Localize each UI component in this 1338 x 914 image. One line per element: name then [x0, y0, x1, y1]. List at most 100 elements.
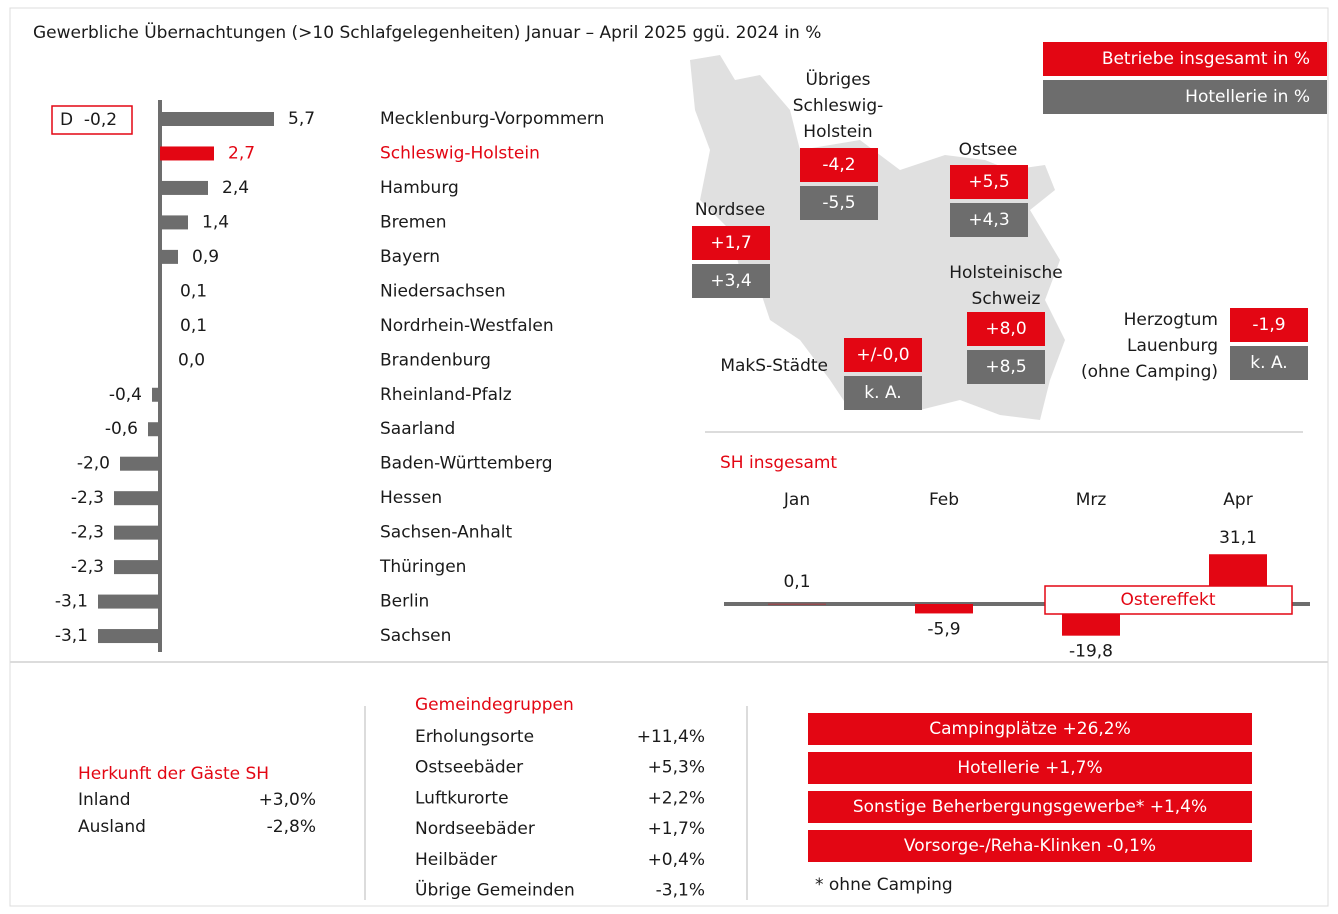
region-box: [1230, 346, 1308, 380]
region-box: [950, 203, 1028, 237]
region-box: [844, 338, 922, 372]
region-value: -1,9: [1252, 315, 1285, 335]
section-title: Gemeindegruppen: [415, 695, 574, 715]
x-tick-label: Apr: [1223, 490, 1252, 510]
bar: [768, 603, 826, 605]
region-name: Holstein: [803, 122, 872, 142]
annotation-box: [51, 105, 133, 135]
bar: [160, 112, 274, 126]
region-value: -4,2: [822, 155, 855, 175]
bar: [114, 525, 160, 540]
region-name: Holsteinische: [949, 263, 1063, 283]
category-label: Nordrhein-Westfalen: [380, 316, 554, 336]
row-value: -3,1%: [656, 881, 705, 901]
value-label: -2,0: [77, 454, 110, 474]
category-label: Rheinland-Pfalz: [380, 385, 512, 405]
value-label: 0,1: [783, 572, 810, 592]
row-label: Ostseebäder: [415, 758, 523, 778]
region-box: [800, 148, 878, 182]
region-value: +4,3: [968, 210, 1009, 230]
item-box: [808, 830, 1252, 862]
legend-box: [1043, 42, 1327, 76]
row-value: +1,7%: [648, 819, 705, 839]
bar: [120, 456, 160, 471]
region-box: [800, 186, 878, 220]
category-label: Hessen: [380, 488, 442, 508]
value-label: 0,9: [192, 247, 219, 267]
row-value: +0,4%: [648, 850, 705, 870]
value-label: -0,6: [105, 419, 138, 439]
value-label: 1,4: [202, 212, 229, 232]
region-box: [1230, 308, 1308, 342]
value-label: -2,3: [71, 488, 104, 508]
value-label: 31,1: [1219, 528, 1257, 548]
category-label: Niedersachsen: [380, 281, 506, 301]
category-label: Saarland: [380, 419, 455, 439]
row-label: Erholungsorte: [415, 727, 534, 747]
value-label: -2,3: [71, 557, 104, 577]
category-label: Baden-Württemberg: [380, 454, 553, 474]
category-label: Bremen: [380, 212, 447, 232]
bar: [160, 249, 178, 264]
region-box: [692, 226, 770, 260]
bar: [114, 560, 160, 575]
item-label: Vorsorge-/Reha-Klinken -0,1%: [904, 836, 1156, 856]
bar: [98, 629, 160, 644]
item-box: [808, 713, 1252, 745]
region-box: [967, 312, 1045, 346]
region-name: Herzogtum: [1124, 310, 1218, 330]
bar: [160, 180, 208, 195]
bar: [160, 318, 162, 333]
bar: [114, 491, 160, 506]
row-label: Nordseebäder: [415, 819, 535, 839]
region-name: Übriges: [805, 68, 870, 90]
category-label: Mecklenburg-Vorpommern: [380, 109, 604, 129]
value-label: 0,0: [178, 350, 205, 370]
region-box: [844, 376, 922, 410]
row-label: Heilbäder: [415, 850, 497, 870]
value-label: -2,3: [71, 523, 104, 543]
row-label: Inland: [78, 790, 131, 810]
region-value: k. A.: [1250, 353, 1287, 373]
value-label: 5,7: [288, 109, 315, 129]
category-label: Thüringen: [379, 557, 466, 577]
value-label: 0,1: [180, 316, 207, 336]
value-label: 2,7: [228, 143, 255, 163]
value-label: -3,1: [55, 626, 88, 646]
title: Gewerbliche Übernachtungen (>10 Schlafge…: [33, 21, 821, 43]
region-name: Nordsee: [695, 200, 765, 220]
bar: [152, 387, 160, 402]
region-name: Schleswig-: [793, 96, 884, 116]
category-label: Berlin: [380, 592, 429, 612]
bar: [148, 422, 160, 437]
x-tick-label: Mrz: [1076, 490, 1107, 510]
x-tick-label: Jan: [783, 490, 810, 510]
row-value: -2,8%: [267, 817, 316, 837]
region-name: Lauenburg: [1127, 336, 1218, 356]
item-label: Sonstige Beherbergungsgewerbe* +1,4%: [853, 797, 1207, 817]
region-value: -5,5: [822, 193, 855, 213]
row-label: Ausland: [78, 817, 146, 837]
row-label: Luftkurorte: [415, 788, 509, 808]
annotation: Ostereffekt: [1120, 590, 1215, 610]
region-value: +1,7: [710, 233, 751, 253]
value-label: -0,4: [109, 385, 142, 405]
section-title: Herkunft der Gäste SH: [78, 764, 269, 784]
row-value: +5,3%: [648, 758, 705, 778]
annotation-box: [1044, 585, 1293, 615]
region-name: Schweiz: [972, 289, 1041, 309]
row-label: Übrige Gemeinden: [415, 879, 575, 901]
footnote: * ohne Camping: [815, 875, 953, 895]
bar: [915, 604, 973, 614]
region-box: [692, 264, 770, 298]
region-value: +8,5: [985, 357, 1026, 377]
x-tick-label: Feb: [929, 490, 959, 510]
category-label: Hamburg: [380, 178, 459, 198]
legend-box: [1043, 80, 1327, 114]
region-name: (ohne Camping): [1081, 362, 1218, 382]
category-label: Sachsen: [380, 626, 451, 646]
value-label: 2,4: [222, 178, 249, 198]
region-box: [950, 165, 1028, 199]
region-value: k. A.: [864, 383, 901, 403]
